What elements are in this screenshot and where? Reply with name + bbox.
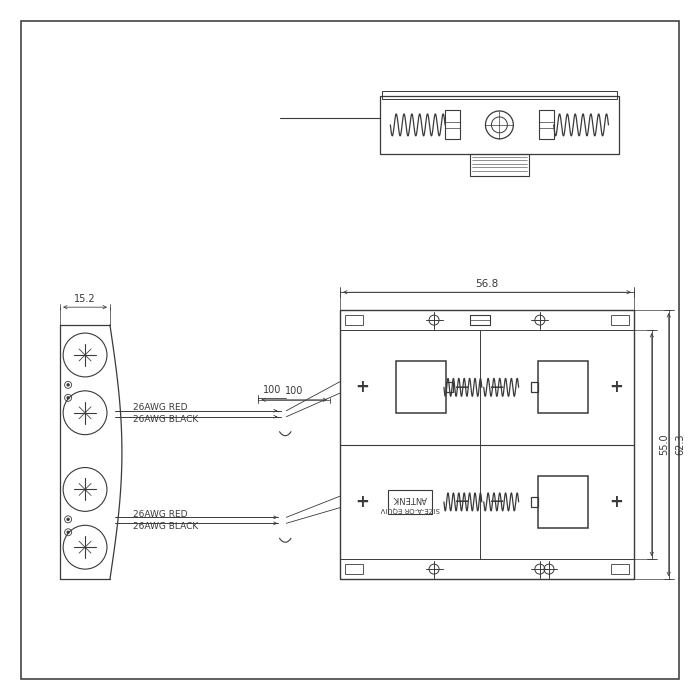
Text: 62.3: 62.3 xyxy=(676,434,686,456)
Bar xyxy=(538,476,588,528)
Text: 56.8: 56.8 xyxy=(475,279,498,289)
Text: −: − xyxy=(454,492,470,512)
Bar xyxy=(470,154,529,176)
Bar xyxy=(444,111,460,139)
Text: 26AWG RED: 26AWG RED xyxy=(133,403,188,412)
Bar xyxy=(340,310,634,579)
Bar xyxy=(531,382,538,392)
Text: +: + xyxy=(355,379,369,396)
Text: −: − xyxy=(489,492,505,512)
Bar xyxy=(380,96,619,154)
Bar xyxy=(539,111,554,139)
Text: 100: 100 xyxy=(285,386,303,396)
Text: 100: 100 xyxy=(263,385,281,395)
Bar xyxy=(611,315,629,325)
Text: SIZE-A-OR EQUIV: SIZE-A-OR EQUIV xyxy=(380,506,440,512)
Text: 15.2: 15.2 xyxy=(74,294,96,304)
Text: −: − xyxy=(489,378,505,397)
Bar xyxy=(396,361,446,413)
Text: −: − xyxy=(454,378,470,397)
Bar xyxy=(531,497,538,507)
Text: 26AWG BLACK: 26AWG BLACK xyxy=(133,522,198,531)
Text: 26AWG BLACK: 26AWG BLACK xyxy=(133,415,198,424)
Circle shape xyxy=(67,397,69,399)
Bar xyxy=(538,361,588,413)
Bar xyxy=(611,564,629,574)
Bar xyxy=(345,315,363,325)
Circle shape xyxy=(67,518,69,521)
Bar xyxy=(470,315,489,325)
Text: 26AWG RED: 26AWG RED xyxy=(133,510,188,519)
Text: +: + xyxy=(609,493,623,511)
Bar xyxy=(345,564,363,574)
Text: ANTENK: ANTENK xyxy=(393,494,427,503)
Text: +: + xyxy=(609,379,623,396)
Bar xyxy=(446,382,453,392)
Circle shape xyxy=(67,531,69,533)
Circle shape xyxy=(67,384,69,386)
Text: 55.0: 55.0 xyxy=(659,434,668,456)
Bar xyxy=(382,91,617,99)
Bar xyxy=(340,559,634,579)
Bar xyxy=(340,310,634,330)
Bar xyxy=(388,490,432,514)
Text: +: + xyxy=(355,493,369,511)
